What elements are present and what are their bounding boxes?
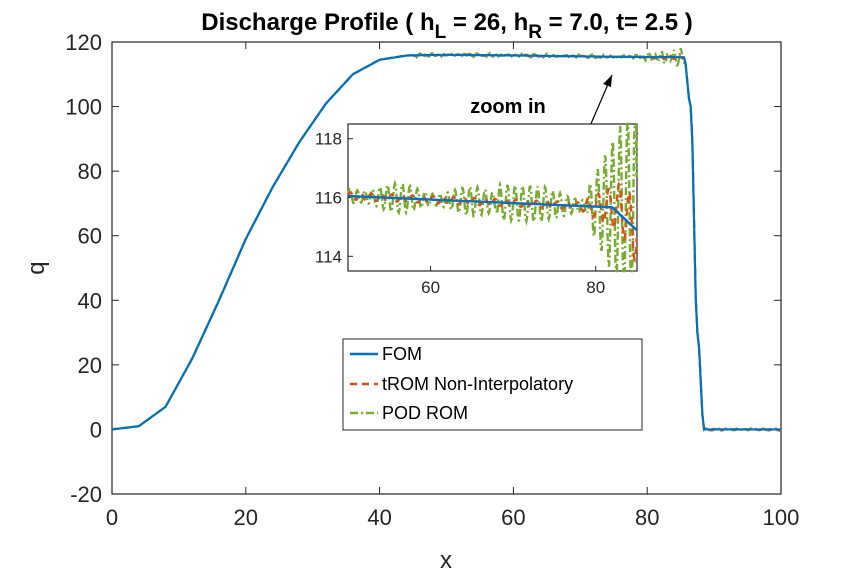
zoom-arrow-head [603,75,612,87]
y-tick-label: 80 [78,159,102,184]
inset-fom-line [347,194,638,231]
legend-label-pod: POD ROM [382,403,468,423]
inset-y-tick-label: 116 [315,189,342,208]
inset-x-tick-label: 80 [586,278,605,297]
fom-line [111,53,781,431]
y-tick-label: 40 [78,288,102,313]
inset-pod-line [346,122,638,273]
inset-x-tick-label: 60 [421,278,440,297]
x-tick-label: 60 [501,505,525,530]
legend-label-fom: FOM [382,344,422,364]
pod-line [111,47,782,432]
y-tick-label: 0 [90,417,102,442]
main-series-lines [111,47,782,432]
legend-label-trom: tROM Non-Interpolatory [382,374,573,394]
y-tick-label: 20 [78,353,102,378]
y-axis-label: q [23,261,50,274]
x-tick-label: 40 [367,505,391,530]
inset-axis-ticks: 60 80 114 116 118 [315,130,605,297]
x-tick-label: 80 [635,505,659,530]
x-tick-label: 100 [763,505,800,530]
x-tick-label: 20 [234,505,258,530]
legend-box [342,338,643,431]
x-tick-label: 0 [106,505,118,530]
zoom-annotation: zoom in [470,96,546,118]
inset-y-tick-label: 118 [315,130,342,149]
legend: FOM tROM Non-Interpolatory POD ROM [342,338,643,431]
chart-title: Discharge Profile ( hL = 26, hR = 7.0, t… [201,9,693,43]
inset-series-lines [346,122,638,273]
inset-y-tick-label: 114 [315,247,342,266]
y-tick-label: -20 [70,482,102,507]
y-tick-label: 100 [65,95,102,120]
y-tick-label: 60 [78,224,102,249]
x-axis-label: x [440,547,452,574]
y-tick-label: 120 [65,30,102,55]
